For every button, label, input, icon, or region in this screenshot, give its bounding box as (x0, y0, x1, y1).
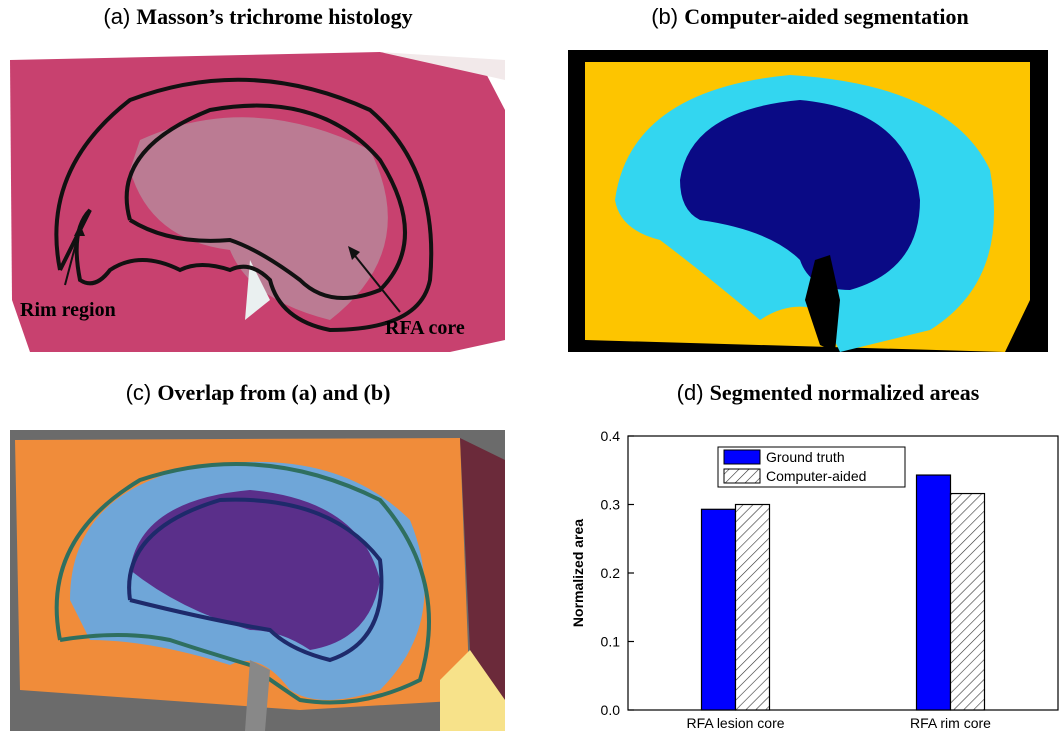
annotation: Rim region (20, 299, 116, 321)
y-tick-label: 0.4 (601, 428, 621, 444)
bar (702, 509, 736, 710)
panel-name: Masson’s trichrome histology (136, 4, 412, 29)
x-tick-label: RFA rim core (910, 715, 991, 731)
panel-name: Overlap from (a) and (b) (157, 380, 390, 405)
panel-title: (b) Computer-aided segmentation (651, 4, 969, 29)
y-tick-label: 0.3 (601, 497, 621, 513)
panel-label: (a) (103, 4, 130, 29)
panel-label: (c) (126, 380, 152, 405)
bar (736, 505, 770, 711)
annotation: RFA core (385, 317, 465, 339)
panel-name: Computer-aided segmentation (684, 4, 969, 29)
bar-chart: Normalized area 0.0 0.1 0.2 0.3 0.4 RFA lesio… (570, 428, 1058, 731)
y-tick-label: 0.1 (601, 634, 621, 650)
histology-image: Rim region RFA core (10, 52, 505, 352)
y-tick-label: 0.0 (601, 702, 621, 718)
figure: (a) Masson’s trichrome histology (b) Com… (0, 0, 1063, 731)
y-tick-label: 0.2 (601, 565, 621, 581)
panel-title: (c) Overlap from (a) and (b) (126, 380, 391, 405)
panel-name: Segmented normalized areas (710, 380, 980, 405)
x-tick-label: RFA lesion core (686, 715, 784, 731)
panel-label: (d) (677, 380, 704, 405)
legend-label: Ground truth (766, 449, 845, 465)
legend-swatch (724, 450, 760, 464)
bar (917, 475, 951, 710)
panel-label: (b) (651, 4, 678, 29)
overlap-image (10, 430, 505, 731)
panel-title: (a) Masson’s trichrome histology (103, 4, 412, 29)
y-axis-label: Normalized area (570, 519, 586, 627)
legend-label: Computer-aided (766, 468, 866, 484)
bar (951, 494, 985, 710)
panel-title: (d) Segmented normalized areas (677, 380, 980, 405)
legend-swatch (724, 469, 760, 483)
segmentation-image (568, 50, 1048, 352)
